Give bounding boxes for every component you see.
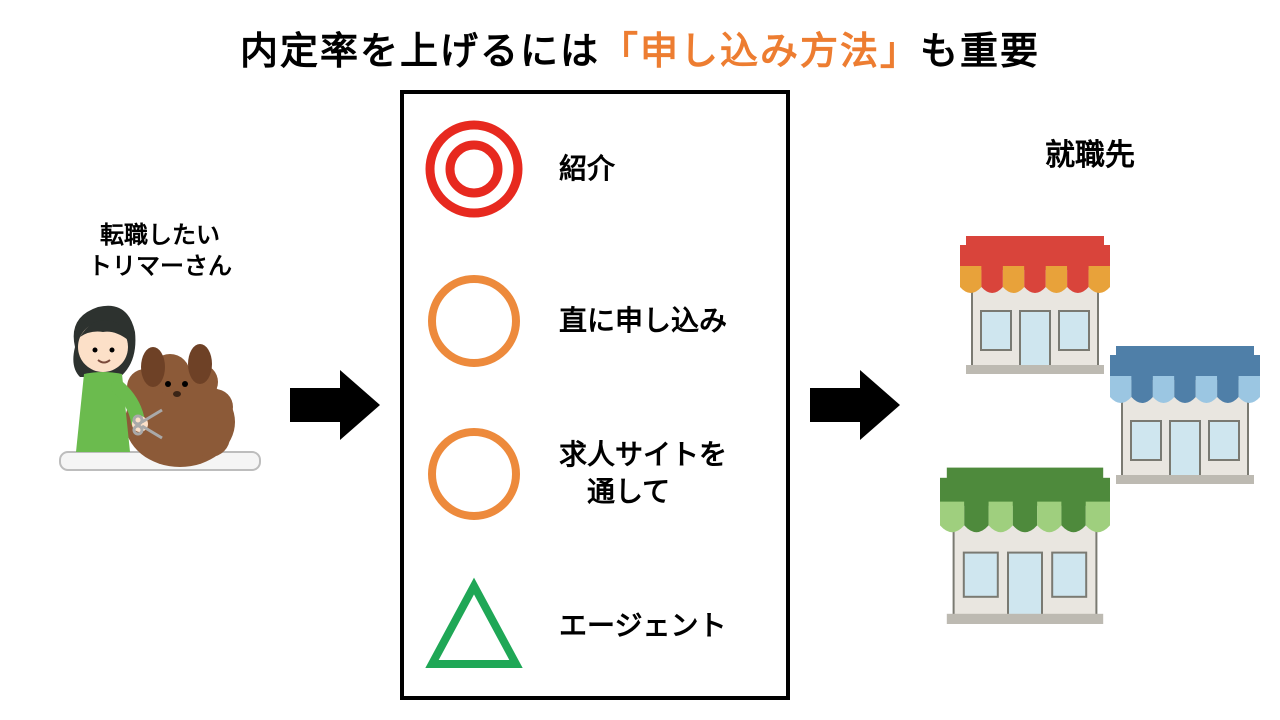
title-prefix: 内定率を上げるには [240,31,600,73]
method-label: 紹介 [559,151,615,187]
shop-icon [1110,334,1260,484]
circle-icon [424,424,524,524]
triangle-icon [424,576,524,676]
method-row: 求人サイトを 通して [424,424,766,524]
double-circle-icon [424,119,524,219]
shops-cluster [920,204,1260,624]
arrow-left-icon [290,370,380,440]
method-row: エージェント [424,576,766,676]
right-block: 就職先 [920,130,1260,624]
method-label: エージェント [559,608,726,644]
method-label: 直に申し込み [559,303,727,339]
groomer-illustration [50,292,270,492]
shop-icon [940,454,1110,624]
method-row: 直に申し込み [424,271,766,371]
dog-icon [125,344,235,467]
left-caption-line2: トリマーさん [88,253,232,280]
left-caption-line1: 転職したい [100,222,220,249]
title-accent: 「申し込み方法」 [600,31,920,73]
left-caption: 転職したい トリマーさん [30,220,290,282]
left-block: 転職したい トリマーさん [30,220,290,497]
method-row: 紹介 [424,119,766,219]
title-suffix: も重要 [920,31,1040,73]
method-label: 求人サイトを 通して [559,437,727,510]
circle-icon [424,271,524,371]
right-caption: 就職先 [920,130,1260,174]
shop-icon [960,224,1110,374]
arrow-right-icon [810,370,900,440]
page-title: 内定率を上げるには「申し込み方法」も重要 [0,20,1280,75]
methods-box: 紹介 直に申し込み 求人サイトを 通して エージェント [400,90,790,700]
